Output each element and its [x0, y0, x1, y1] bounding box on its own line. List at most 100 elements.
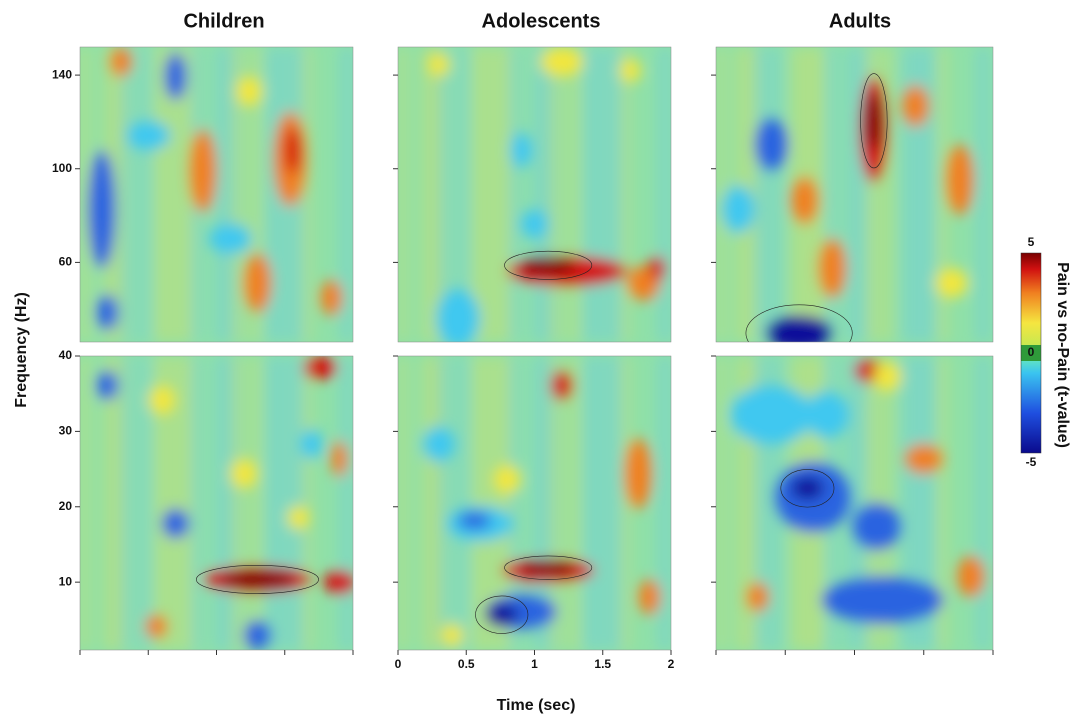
texture	[302, 356, 312, 650]
x-tick-label: 0.5	[458, 657, 475, 671]
heatmap-blob	[436, 288, 480, 342]
y-tick-label: 40	[59, 348, 73, 362]
heatmap-blob	[322, 570, 353, 595]
y-tick-label: 20	[59, 499, 73, 513]
heatmap-blob	[873, 361, 902, 392]
y-tick-label: 100	[52, 161, 72, 175]
texture	[657, 356, 671, 650]
heatmap-texture	[398, 47, 671, 342]
panel-title: Adolescents	[482, 10, 601, 32]
contour	[780, 469, 835, 508]
panel-title: Adults	[829, 10, 891, 32]
texture	[938, 356, 948, 650]
x-tick-label: 1	[531, 657, 538, 671]
texture	[509, 356, 519, 650]
colorbar-tick-label: 5	[1028, 235, 1035, 249]
heatmap-blob	[96, 370, 119, 401]
heatmap-blob	[945, 144, 974, 216]
y-tick-label: 140	[52, 67, 72, 81]
heatmap-texture	[716, 47, 991, 342]
texture	[620, 356, 630, 650]
texture	[716, 47, 726, 342]
heatmap-blob	[428, 52, 450, 77]
y-tick-label: 10	[59, 574, 73, 588]
heatmap-blob	[520, 560, 576, 576]
texture	[154, 47, 176, 342]
panel-title: Children	[183, 10, 264, 32]
texture	[920, 356, 936, 650]
contour	[504, 555, 593, 580]
texture	[620, 47, 630, 342]
texture	[495, 356, 511, 650]
colorbar	[1020, 252, 1042, 454]
texture	[772, 47, 782, 342]
heatmap-blob	[624, 438, 652, 509]
texture	[177, 356, 193, 650]
texture	[251, 47, 261, 342]
texture	[214, 47, 236, 342]
texture	[421, 356, 443, 650]
heatmap	[716, 47, 993, 342]
texture	[339, 356, 353, 650]
texture	[458, 356, 468, 650]
heatmap-blob	[148, 385, 176, 415]
heatmap-blob	[539, 47, 584, 77]
heatmap-blob	[509, 132, 532, 168]
texture	[532, 47, 554, 342]
texture	[846, 356, 868, 650]
texture	[901, 356, 923, 650]
heatmap-texture	[80, 47, 353, 342]
heatmap-blob	[493, 464, 521, 495]
heatmap-blob	[746, 582, 769, 612]
heatmap-blob	[96, 294, 119, 331]
contour	[860, 73, 888, 169]
texture	[265, 356, 287, 650]
heatmap-blob	[145, 614, 168, 639]
texture	[80, 356, 90, 650]
heatmap-blob	[422, 426, 456, 462]
heatmap-blob	[219, 570, 296, 589]
heatmap-blob	[865, 91, 883, 151]
texture	[154, 356, 176, 650]
heatmap-blob	[619, 58, 641, 83]
heatmap-blob	[301, 429, 323, 459]
texture	[583, 356, 605, 650]
texture	[251, 356, 261, 650]
heatmap-blob	[790, 176, 819, 224]
heatmap-blob	[243, 620, 272, 650]
heatmap-blob	[649, 256, 666, 281]
heatmap-blob	[243, 253, 272, 313]
texture	[191, 356, 201, 650]
contour	[745, 304, 853, 342]
heatmap-blob	[320, 280, 343, 316]
texture	[398, 356, 408, 650]
texture	[140, 356, 150, 650]
texture	[288, 356, 304, 650]
texture	[569, 356, 579, 650]
texture	[606, 47, 622, 342]
texture	[421, 47, 443, 342]
texture	[657, 47, 671, 342]
colorbar-tick-label: -5	[1026, 455, 1037, 469]
texture	[975, 47, 991, 342]
heatmap	[716, 356, 993, 650]
texture	[883, 356, 893, 650]
heatmap-blob	[161, 508, 190, 539]
texture	[975, 356, 991, 650]
texture	[177, 47, 193, 342]
heatmap-blob	[189, 129, 217, 213]
heatmap	[398, 47, 671, 342]
heatmap-blob	[520, 209, 549, 239]
heatmap-blob	[88, 150, 116, 269]
heatmap-blob	[550, 370, 573, 401]
heatmap	[398, 356, 671, 650]
x-tick-label: 2	[668, 657, 675, 671]
x-axis-label: Time (sec)	[497, 697, 576, 714]
heatmap-blob	[230, 458, 258, 489]
heatmap-blob	[164, 52, 187, 101]
heatmap-blob	[235, 76, 263, 106]
colorbar-label: Pain vs no-Pain (t-value)	[1054, 262, 1071, 448]
heatmap-blob	[331, 441, 348, 477]
colorbar-tick-label: 0	[1028, 345, 1035, 359]
heatmap-blob	[904, 444, 944, 474]
